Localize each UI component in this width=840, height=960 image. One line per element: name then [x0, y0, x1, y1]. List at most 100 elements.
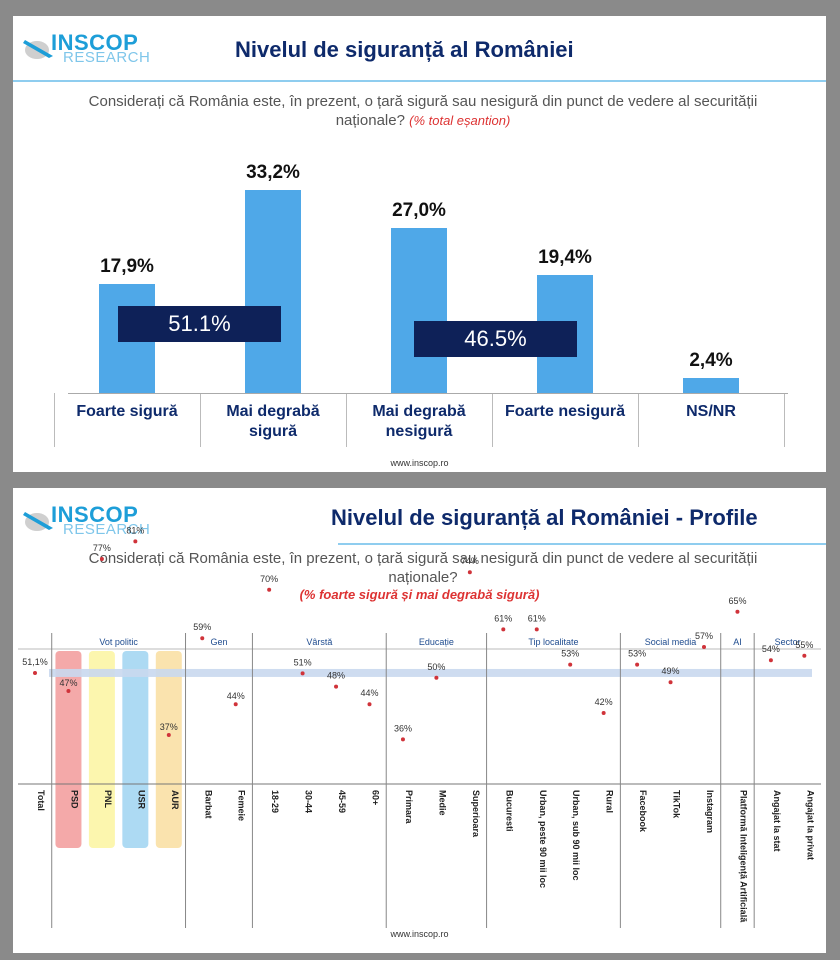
category-label: Superioara — [471, 790, 481, 838]
group-label: Social media — [645, 637, 697, 647]
logo-word-research: RESEARCH — [63, 521, 151, 538]
data-point — [768, 658, 773, 663]
category-label: Rural — [605, 790, 615, 813]
group-label: Gen — [210, 637, 227, 647]
party-highlight-usr — [122, 651, 149, 848]
category-label: Femeie — [237, 790, 247, 821]
logo-word-inscop: INSCOP — [51, 30, 139, 55]
data-value-label: 44% — [360, 688, 378, 698]
bar-value-label: 19,4% — [538, 246, 592, 268]
logo-word-inscop: INSCOP — [51, 502, 139, 527]
data-point — [802, 653, 807, 658]
data-value-label: 61% — [528, 613, 546, 623]
data-value-label: 49% — [662, 666, 680, 676]
bar-value-label: 27,0% — [392, 200, 446, 222]
logo-swoosh-icon — [23, 40, 53, 59]
data-value-label: 54% — [762, 644, 780, 654]
group-label: Tip localitate — [528, 637, 578, 647]
category-label: 60+ — [371, 790, 381, 805]
category-label: PNL — [103, 790, 113, 809]
category-label: Platformă Inteligență Artificială — [738, 790, 748, 923]
data-point — [501, 627, 506, 632]
question-note: (% foarte sigură și mai degrabă sigură) — [299, 587, 540, 602]
header-divider — [338, 543, 826, 545]
category-label: PSD — [69, 790, 79, 809]
data-value-label: 61% — [494, 613, 512, 623]
data-point — [434, 675, 439, 680]
data-point — [233, 702, 238, 707]
axis-tick — [54, 393, 55, 447]
data-value-label: 57% — [695, 631, 713, 641]
data-value-label: 37% — [160, 722, 178, 732]
bar-2 — [245, 190, 301, 393]
category-label: TikTok — [672, 790, 682, 819]
data-point — [33, 670, 37, 675]
bar-value-label: 2,4% — [689, 350, 733, 372]
data-point — [300, 671, 305, 676]
category-label: Medie — [437, 790, 447, 816]
data-point — [534, 627, 539, 632]
bar-5 — [683, 378, 739, 393]
category-label: AUR — [170, 790, 180, 810]
survey-question: Considerați că România este, în prezent,… — [53, 549, 793, 587]
category-label: NS/NR — [686, 403, 736, 420]
data-value-label: 47% — [59, 678, 77, 688]
page-title: Nivelul de siguranță al României - Profi… — [331, 505, 758, 530]
survey-question: Considerați că România este, în prezent,… — [53, 92, 793, 130]
category-label: 45-59 — [337, 790, 347, 813]
bar-3 — [391, 228, 447, 393]
axis-tick — [638, 393, 639, 447]
bar-value-label: 17,9% — [100, 255, 154, 277]
data-point — [702, 645, 706, 649]
question-text: Considerați că România este, în prezent,… — [88, 93, 758, 129]
category-label: Mai degrabă nesigură — [372, 403, 466, 440]
bar-value-label: 33,2% — [246, 162, 300, 184]
data-point — [99, 557, 104, 561]
data-point — [334, 684, 339, 689]
data-point — [66, 689, 71, 693]
axis-tick — [346, 393, 347, 447]
group-label: Sector — [775, 637, 801, 647]
category-label: Foarte nesigură — [504, 403, 626, 420]
question-note: (% total eșantion) — [409, 113, 511, 128]
category-label: 18-29 — [270, 790, 280, 813]
data-value-label: 53% — [561, 649, 579, 659]
axis-tick — [200, 393, 201, 447]
party-highlight-pnl — [88, 651, 115, 848]
party-highlight-psd — [55, 651, 82, 848]
sum-safe-box: 51.1% — [118, 306, 281, 342]
data-value-label: 42% — [595, 697, 613, 707]
total-reference-band — [49, 668, 812, 677]
data-point — [400, 737, 405, 742]
page-title: Nivelul de siguranță al României — [235, 37, 574, 62]
data-value-label: 53% — [628, 649, 646, 659]
category-label: Facebook — [638, 790, 648, 833]
group-label: Vot politic — [99, 637, 138, 647]
data-point — [133, 539, 138, 544]
header-divider — [13, 80, 826, 82]
category-label: Barbat — [203, 790, 213, 819]
data-value-label: 77% — [93, 543, 111, 553]
group-label: AI — [733, 637, 742, 647]
data-point — [200, 636, 205, 641]
group-label: Educație — [419, 637, 454, 647]
data-value-label: 70% — [260, 574, 278, 584]
category-label: Urban, peste 90 mii loc — [538, 790, 548, 888]
data-value-label: 55% — [795, 640, 813, 650]
data-point — [668, 680, 673, 685]
x-axis — [68, 393, 788, 394]
data-value-label: 50% — [427, 662, 445, 672]
data-point — [635, 662, 640, 667]
data-value-label: 59% — [193, 622, 211, 632]
data-value-label: 74% — [461, 556, 479, 566]
category-label: 30-44 — [304, 790, 314, 813]
data-value-label: 44% — [227, 691, 245, 701]
category-label: USR — [136, 790, 146, 810]
category-label: Urban, sub 90 mii loc — [571, 790, 581, 881]
profile-dot-chart: Vot politic Gen Vârstă Educație Tip localita… — [18, 525, 821, 928]
data-value-label: 51,1% — [22, 657, 48, 667]
data-point — [568, 662, 573, 667]
data-point — [166, 733, 171, 737]
data-point — [267, 587, 272, 592]
data-value-label: 36% — [394, 723, 412, 733]
